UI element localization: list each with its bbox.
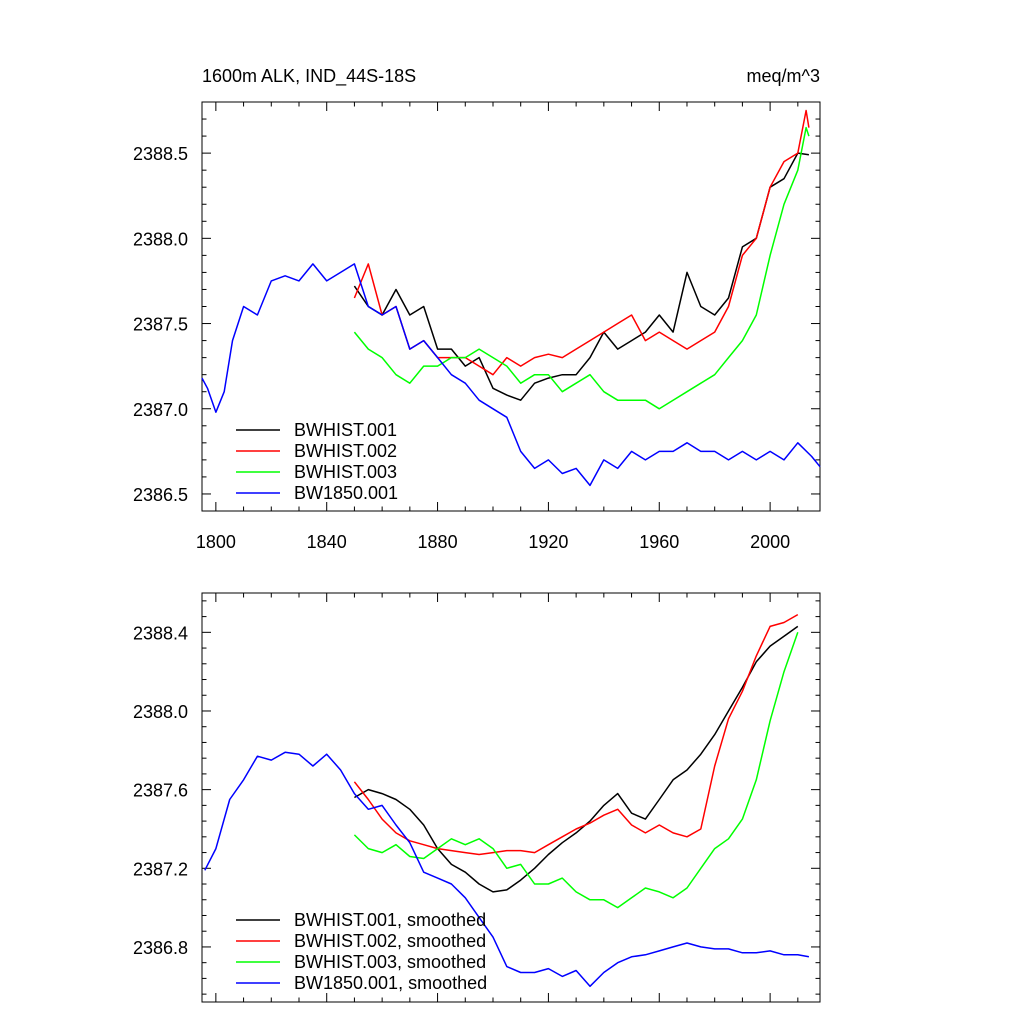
top-legend-label-3: BWHIST.003 xyxy=(294,462,397,482)
top-y-tick-label: 2387.5 xyxy=(133,315,188,335)
top-y-tick-label: 2388.0 xyxy=(133,229,188,249)
top-series-line-3 xyxy=(353,126,810,410)
bottom-series-line-1 xyxy=(354,625,799,893)
bottom-y-tick-label: 2387.2 xyxy=(133,859,188,879)
top-legend-label-2: BWHIST.002 xyxy=(294,441,397,461)
top-y-tick-label: 2387.0 xyxy=(133,400,188,420)
top-legend-label-4: BW1850.001 xyxy=(294,483,398,503)
bottom-y-tick-label: 2386.8 xyxy=(133,938,188,958)
bottom-series-line-3 xyxy=(353,632,799,909)
bottom-y-tick-label: 2387.6 xyxy=(133,781,188,801)
top-y-tick-label: 2386.5 xyxy=(133,485,188,505)
top-x-tick-label: 1960 xyxy=(639,532,679,552)
top-x-tick-label: 1880 xyxy=(418,532,458,552)
bottom-legend-label-1: BWHIST.001, smoothed xyxy=(294,910,486,930)
top-legend-label-1: BWHIST.001 xyxy=(294,420,397,440)
bottom-legend-label-2: BWHIST.002, smoothed xyxy=(294,931,486,951)
bottom-legend-label-4: BW1850.001, smoothed xyxy=(294,973,487,993)
bottom-y-tick-label: 2388.4 xyxy=(133,623,188,643)
top-series-line-2 xyxy=(353,109,810,376)
bottom-legend-label-3: BWHIST.003, smoothed xyxy=(294,952,486,972)
top-x-tick-label: 1920 xyxy=(528,532,568,552)
bottom-plot-area: 2386.8 2387.2 2387.6 2388.0 2388.4 BWHIST.001… xyxy=(133,592,821,1003)
top-series-line-1 xyxy=(353,152,810,401)
top-title-right: meq/m^3 xyxy=(747,66,820,86)
top-panel: 1600m ALK, IND_44S-18S meq/m^3 1800 1840 1… xyxy=(133,66,821,552)
top-series-line-4 xyxy=(201,263,821,487)
top-title-left: 1600m ALK, IND_44S-18S xyxy=(202,66,416,87)
bottom-panel: 2386.8 2387.2 2387.6 2388.0 2388.4 BWHIST.001… xyxy=(133,592,821,1003)
top-y-tick-label: 2388.5 xyxy=(133,144,188,164)
bottom-y-tick-label: 2388.0 xyxy=(133,702,188,722)
bottom-plot-frame xyxy=(201,592,821,1003)
bottom-series-line-4 xyxy=(204,751,810,988)
top-plot-area: 1800 1840 1880 1920 1960 2000 2386.5 2387.0 2387… xyxy=(133,101,821,552)
bottom-series-line-2 xyxy=(353,613,799,856)
top-x-tick-label: 1800 xyxy=(196,532,236,552)
top-x-tick-label: 2000 xyxy=(750,532,790,552)
top-x-tick-label: 1840 xyxy=(307,532,347,552)
